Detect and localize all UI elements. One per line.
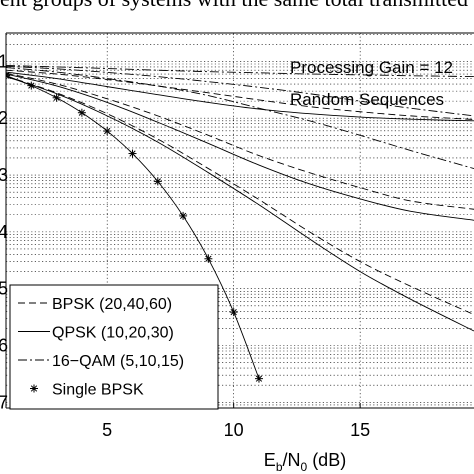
annotation-processing-gain: Processing Gain = 12 [290,58,453,77]
legend-item: QPSK (10,20,30) [18,325,174,342]
y-tick-label: 6 [0,336,8,356]
legend-label: Single BPSK [52,382,144,399]
series-line-dashdot [6,65,474,117]
annotations: Processing Gain = 12 Random Sequences [290,58,453,109]
series-line-dashdot [6,64,474,78]
series-line-dashed [6,72,474,210]
series-point-star [128,149,137,158]
legend-item: BPSK (20,40,60) [18,296,172,313]
series-point-star [204,254,213,263]
tick-labels: 5 10 15 1 2 3 4 5 6 7 [0,51,370,440]
y-tick-label: 7 [0,392,8,412]
series-point-star [77,108,86,117]
series-line-dashed [6,75,474,316]
series-point-star [179,211,188,220]
series-point-star [30,384,38,393]
y-tick-label: 1 [0,51,8,71]
series-point-star [27,81,36,90]
annotation-random-sequences: Random Sequences [290,90,444,109]
x-tick-label: 5 [102,420,112,440]
series-point-star [6,71,10,80]
series-line-solid [6,71,474,122]
x-axis-label-text: Eb/N0 (dB) [264,450,346,474]
figure-caption: ent groups of systems with the same tota… [0,0,474,12]
y-tick-label: 2 [0,108,8,128]
series-line-dashdot [6,67,474,170]
legend: BPSK (20,40,60) QPSK (10,20,30) 16−QAM (5,… [9,284,219,410]
legend-item: Single BPSK [30,382,144,399]
y-tick-label: 3 [0,165,8,185]
legend-box [9,284,219,410]
legend-item: 16−QAM (5,10,15) [18,353,184,370]
series-point-star [153,177,162,186]
series-line-solid [6,73,474,221]
series-line-solid [6,76,474,332]
y-tick-label: 4 [0,222,8,242]
legend-label: 16−QAM (5,10,15) [52,353,184,370]
y-tick-label: 5 [0,279,8,299]
series-point-star [254,374,263,383]
series-point-star [52,93,61,102]
legend-label: BPSK (20,40,60) [52,296,172,313]
x-axis-label: Eb/N0 (dB) [264,450,346,474]
x-tick-label: 10 [224,420,244,440]
legend-label: QPSK (10,20,30) [52,325,174,342]
series-point-star [229,308,238,317]
x-tick-label: 15 [350,420,370,440]
series-group [6,64,474,383]
series-point-star [103,127,112,136]
